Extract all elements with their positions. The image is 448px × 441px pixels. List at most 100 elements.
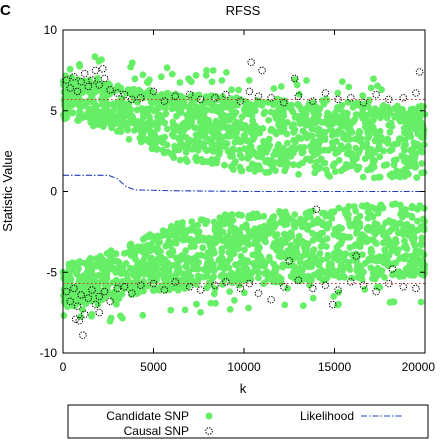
legend-marker-candidate (205, 412, 213, 420)
candidate-snp-point (418, 241, 426, 249)
causal-snp-point (267, 295, 275, 304)
candidate-snp-point (277, 97, 285, 104)
candidate-snp-point (359, 238, 366, 246)
causal-snp-point (328, 300, 337, 309)
legend-box (67, 404, 429, 439)
candidate-snp-point (134, 243, 142, 251)
causal-snp-point (372, 287, 380, 296)
candidate-snp-point (93, 102, 101, 110)
causal-snp-point (91, 300, 100, 309)
causal-snp-point (267, 94, 275, 102)
candidate-snp-point (179, 229, 187, 237)
candidate-snp-point (112, 250, 120, 258)
candidate-snp-point (267, 157, 275, 164)
candidate-snp-point (255, 274, 262, 282)
candidate-snp-point (264, 224, 271, 232)
candidate-snp-point (248, 112, 256, 119)
causal-snp-point (352, 252, 361, 260)
candidate-snp-point (212, 239, 220, 247)
causal-snp-point (211, 281, 219, 290)
candidate-snp-point (241, 145, 249, 153)
candidate-snp-point (255, 269, 262, 276)
candidate-snp-point (230, 111, 238, 119)
causal-snp-point (280, 283, 288, 291)
candidate-snp-point (270, 151, 278, 159)
candidate-snp-point (295, 161, 303, 169)
candidate-snp-point (82, 87, 89, 95)
candidate-snp-point (295, 253, 303, 261)
candidate-snp-point (203, 98, 211, 106)
candidate-snp-point (153, 146, 161, 153)
candidate-snp-point (176, 79, 184, 86)
candidate-snp-point (63, 284, 70, 292)
candidate-snp-point (279, 261, 287, 269)
candidate-snp-point (178, 235, 186, 243)
candidate-snp-point (174, 264, 182, 272)
candidate-snp-point (295, 90, 303, 98)
candidate-snp-point (233, 118, 241, 126)
candidate-snp-point (181, 306, 189, 314)
causal-snp-point (294, 276, 303, 285)
candidate-snp-point (168, 281, 176, 289)
candidate-snp-point (337, 167, 345, 175)
candidate-snp-point (417, 102, 425, 110)
legend-marker-causal (205, 427, 213, 435)
causal-snp-point (88, 286, 96, 294)
candidate-snp-point (128, 291, 136, 298)
legend-label-likelihood: Likelihood (300, 409, 354, 423)
candidate-snp-point (380, 147, 388, 155)
candidate-snp-point (139, 71, 147, 79)
causal-snp-point (171, 92, 179, 100)
candidate-snp-point (335, 223, 343, 231)
candidate-snp-point (187, 116, 195, 124)
candidate-snp-point (232, 124, 240, 131)
candidate-snp-point (260, 141, 268, 149)
candidate-snp-point (413, 108, 421, 116)
causal-snp-point (334, 95, 342, 104)
candidate-snp-point (316, 250, 324, 257)
candidate-snp-point (103, 118, 111, 126)
candidate-snp-point (291, 211, 299, 219)
candidate-snp-point (265, 135, 273, 143)
causal-snp-point (359, 98, 368, 107)
candidate-snp-point (400, 231, 407, 238)
causal-snp-point (120, 283, 129, 291)
candidate-snp-point (117, 128, 125, 136)
candidate-snp-point (318, 266, 325, 274)
candidate-snp-point (171, 142, 178, 150)
candidate-snp-point (172, 240, 180, 247)
y-tick-label: 10 (44, 23, 58, 37)
candidate-snp-point (123, 124, 131, 131)
candidate-snp-point (250, 260, 257, 267)
candidate-snp-point (377, 226, 384, 234)
candidate-snp-point (221, 161, 228, 169)
causal-snp-point (399, 283, 408, 291)
causal-snp-point (412, 89, 420, 97)
candidate-snp-point (345, 83, 353, 91)
candidate-snp-point (86, 76, 93, 84)
candidate-snp-point (394, 104, 402, 112)
candidate-snp-point (103, 101, 111, 109)
candidate-snp-point (301, 251, 308, 259)
candidate-snp-point (226, 306, 234, 313)
candidate-snp-point (60, 273, 68, 281)
candidate-snp-point (87, 262, 95, 270)
candidate-snp-point (92, 109, 99, 117)
causal-snp-point (84, 294, 93, 302)
candidate-snp-point (127, 264, 134, 272)
candidate-snp-point (173, 112, 180, 120)
causal-snp-point (95, 292, 103, 301)
candidate-snp-point (256, 262, 263, 270)
candidate-snp-point (164, 274, 171, 282)
causal-snp-point (106, 297, 114, 306)
candidate-snp-point (125, 118, 133, 126)
candidate-snp-point (293, 112, 300, 120)
candidate-snp-point (377, 269, 385, 277)
candidate-snp-point (129, 114, 137, 121)
candidate-snp-point (335, 241, 343, 249)
candidate-snp-point (334, 89, 342, 97)
candidate-snp-point (237, 138, 245, 146)
candidate-snp-point (327, 126, 334, 134)
candidate-snp-point (141, 110, 148, 118)
candidate-snp-point (348, 274, 356, 282)
